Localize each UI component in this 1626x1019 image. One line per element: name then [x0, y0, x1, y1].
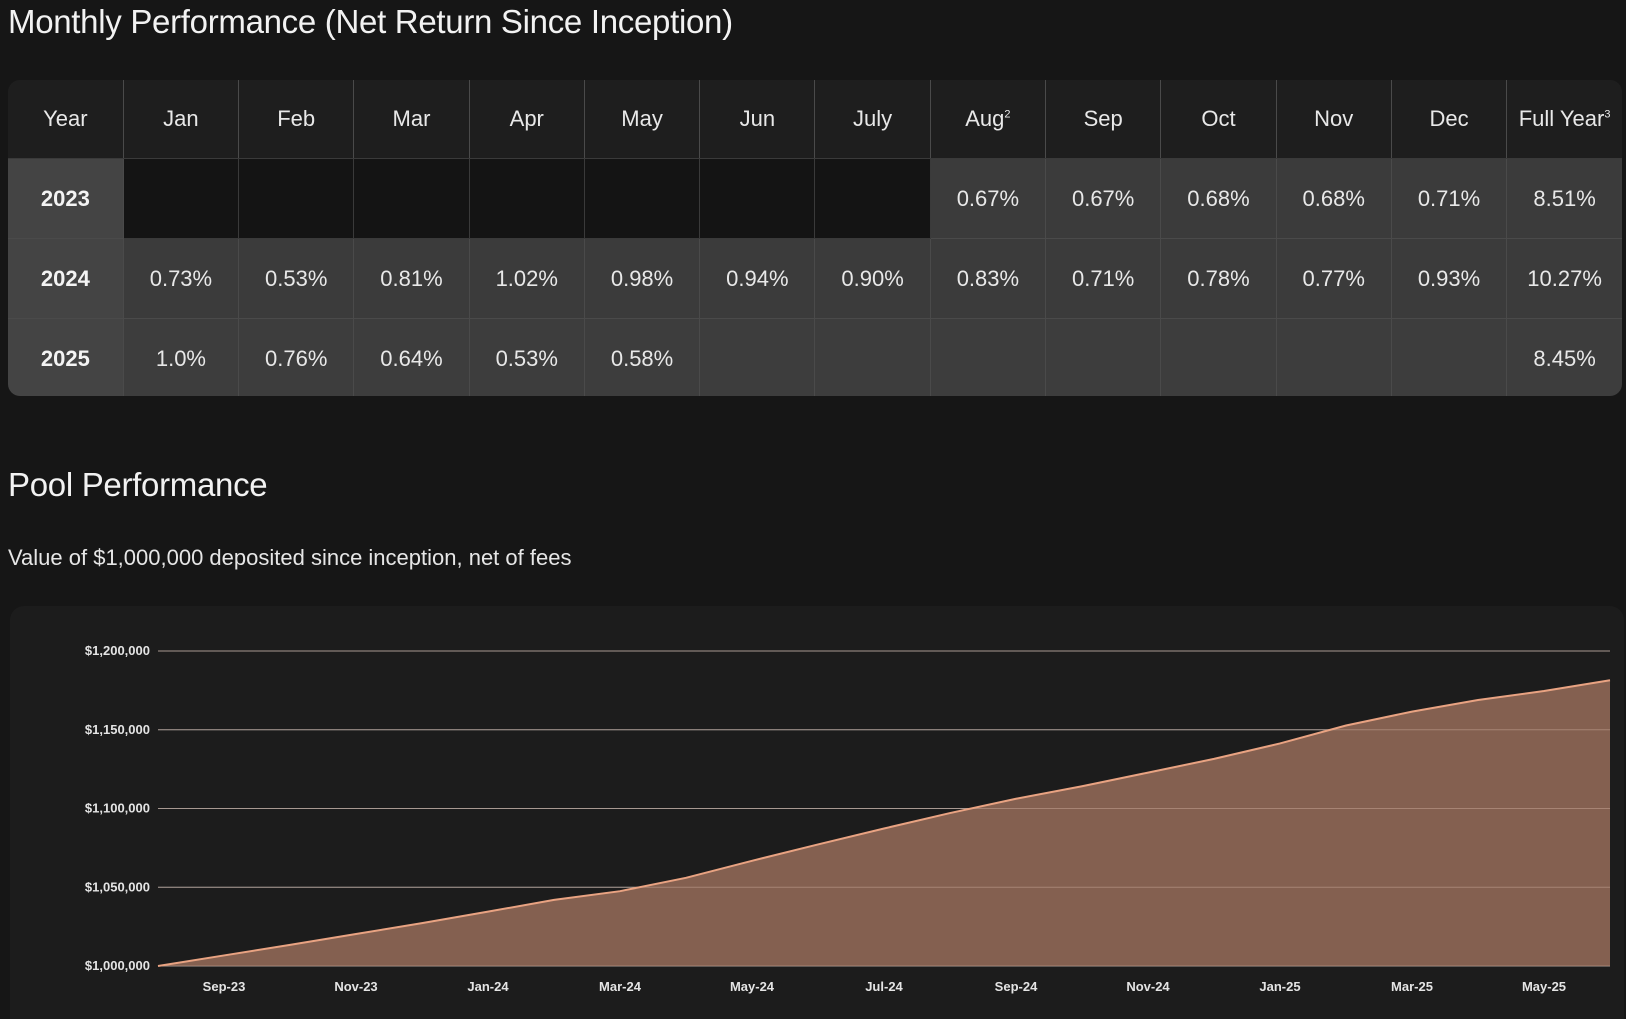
y-tick-label: $1,000,000 — [85, 958, 150, 973]
column-header: Feb — [238, 80, 355, 159]
return-cell — [699, 318, 816, 396]
return-cell — [1391, 318, 1508, 396]
return-cell: 0.98% — [584, 238, 701, 319]
column-header: Jan — [123, 80, 240, 159]
column-header: Oct — [1160, 80, 1277, 159]
y-tick-label: $1,050,000 — [85, 879, 150, 894]
x-tick-label: Jan-24 — [467, 979, 509, 994]
column-header: Dec — [1391, 80, 1508, 159]
column-header: Sep — [1045, 80, 1162, 159]
return-cell: 0.58% — [584, 318, 701, 396]
return-cell: 0.71% — [1391, 158, 1508, 239]
return-cell — [1160, 318, 1277, 396]
return-cell: 0.53% — [238, 238, 355, 319]
year-cell: 2024 — [8, 238, 124, 319]
year-cell: 2025 — [8, 318, 124, 396]
area-chart-svg: $1,000,000 $1,050,000 $1,100,000 $1,150,000… — [85, 643, 1611, 994]
return-cell — [930, 318, 1047, 396]
column-header: Nov — [1276, 80, 1392, 159]
column-header: Jun — [699, 80, 816, 159]
return-cell: 0.53% — [469, 318, 585, 396]
return-cell — [123, 158, 240, 239]
return-cell: 0.93% — [1391, 238, 1508, 319]
pool-performance-subtitle: Value of $1,000,000 deposited since ince… — [8, 545, 572, 570]
column-header: July — [814, 80, 931, 159]
return-cell: 1.0% — [123, 318, 240, 396]
return-cell: 0.90% — [814, 238, 931, 319]
return-cell: 1.02% — [469, 238, 585, 319]
y-tick-label: $1,100,000 — [85, 801, 150, 816]
return-cell: 0.68% — [1276, 158, 1392, 239]
monthly-performance-title: Monthly Performance (Net Return Since In… — [8, 3, 733, 40]
return-cell: 8.51% — [1506, 158, 1622, 239]
column-header: Aug2 — [930, 80, 1047, 159]
series-line — [157, 679, 1611, 967]
return-cell: 8.45% — [1506, 318, 1622, 396]
area-fill — [158, 680, 1610, 966]
return-cell — [699, 158, 816, 239]
return-cell: 0.64% — [353, 318, 470, 396]
x-tick-label: Nov-24 — [1126, 979, 1170, 994]
x-tick-label: May-25 — [1522, 979, 1566, 994]
x-tick-label: Sep-24 — [995, 979, 1038, 994]
return-cell: 0.76% — [238, 318, 355, 396]
monthly-performance-table: Year Jan Feb Mar Apr May Jun July Aug2 Sep Oct Nov D… — [8, 80, 1622, 396]
y-tick-label: $1,150,000 — [85, 722, 150, 737]
return-cell: 0.83% — [930, 238, 1047, 319]
column-header: Year — [8, 80, 124, 159]
table-header-row: Year Jan Feb Mar Apr May Jun July Aug2 Sep Oct Nov D… — [8, 80, 1622, 159]
return-cell: 0.71% — [1045, 238, 1162, 319]
return-cell: 0.67% — [1045, 158, 1162, 239]
return-cell: 0.94% — [699, 238, 816, 319]
year-cell: 2023 — [8, 158, 124, 239]
return-cell: 0.68% — [1160, 158, 1277, 239]
column-header: Full Year3 — [1506, 80, 1622, 159]
return-cell — [238, 158, 355, 239]
table-row: 2025 1.0% 0.76% 0.64% 0.53% 0.58% 8.45% — [8, 318, 1622, 396]
x-tick-label: Mar-25 — [1391, 979, 1433, 994]
x-tick-label: Nov-23 — [334, 979, 377, 994]
column-header: Apr — [469, 80, 585, 159]
return-cell — [814, 158, 931, 239]
column-header: Mar — [353, 80, 470, 159]
column-header: May — [584, 80, 701, 159]
y-tick-label: $1,200,000 — [85, 643, 150, 658]
x-tick-label: Jul-24 — [865, 979, 903, 994]
pool-performance-chart: $1,000,000 $1,050,000 $1,100,000 $1,150,000… — [10, 606, 1624, 1019]
return-cell: 0.77% — [1276, 238, 1392, 319]
x-tick-label: Jan-25 — [1259, 979, 1300, 994]
return-cell — [1276, 318, 1392, 396]
return-cell: 10.27% — [1506, 238, 1622, 319]
x-tick-label: Sep-23 — [203, 979, 246, 994]
x-tick-label: Mar-24 — [599, 979, 642, 994]
x-tick-label: May-24 — [730, 979, 775, 994]
return-cell — [1045, 318, 1162, 396]
return-cell — [469, 158, 585, 239]
return-cell: 0.78% — [1160, 238, 1277, 319]
return-cell: 0.67% — [930, 158, 1047, 239]
table-row: 2023 0.67% 0.67% 0.68% 0.68% 0.71% 8.51% — [8, 158, 1622, 239]
table-row: 2024 0.73% 0.53% 0.81% 1.02% 0.98% 0.94% 0.90% 0… — [8, 238, 1622, 319]
return-cell: 0.73% — [123, 238, 240, 319]
return-cell — [584, 158, 701, 239]
return-cell — [353, 158, 470, 239]
return-cell — [814, 318, 931, 396]
return-cell: 0.81% — [353, 238, 470, 319]
pool-performance-title: Pool Performance — [8, 466, 268, 503]
